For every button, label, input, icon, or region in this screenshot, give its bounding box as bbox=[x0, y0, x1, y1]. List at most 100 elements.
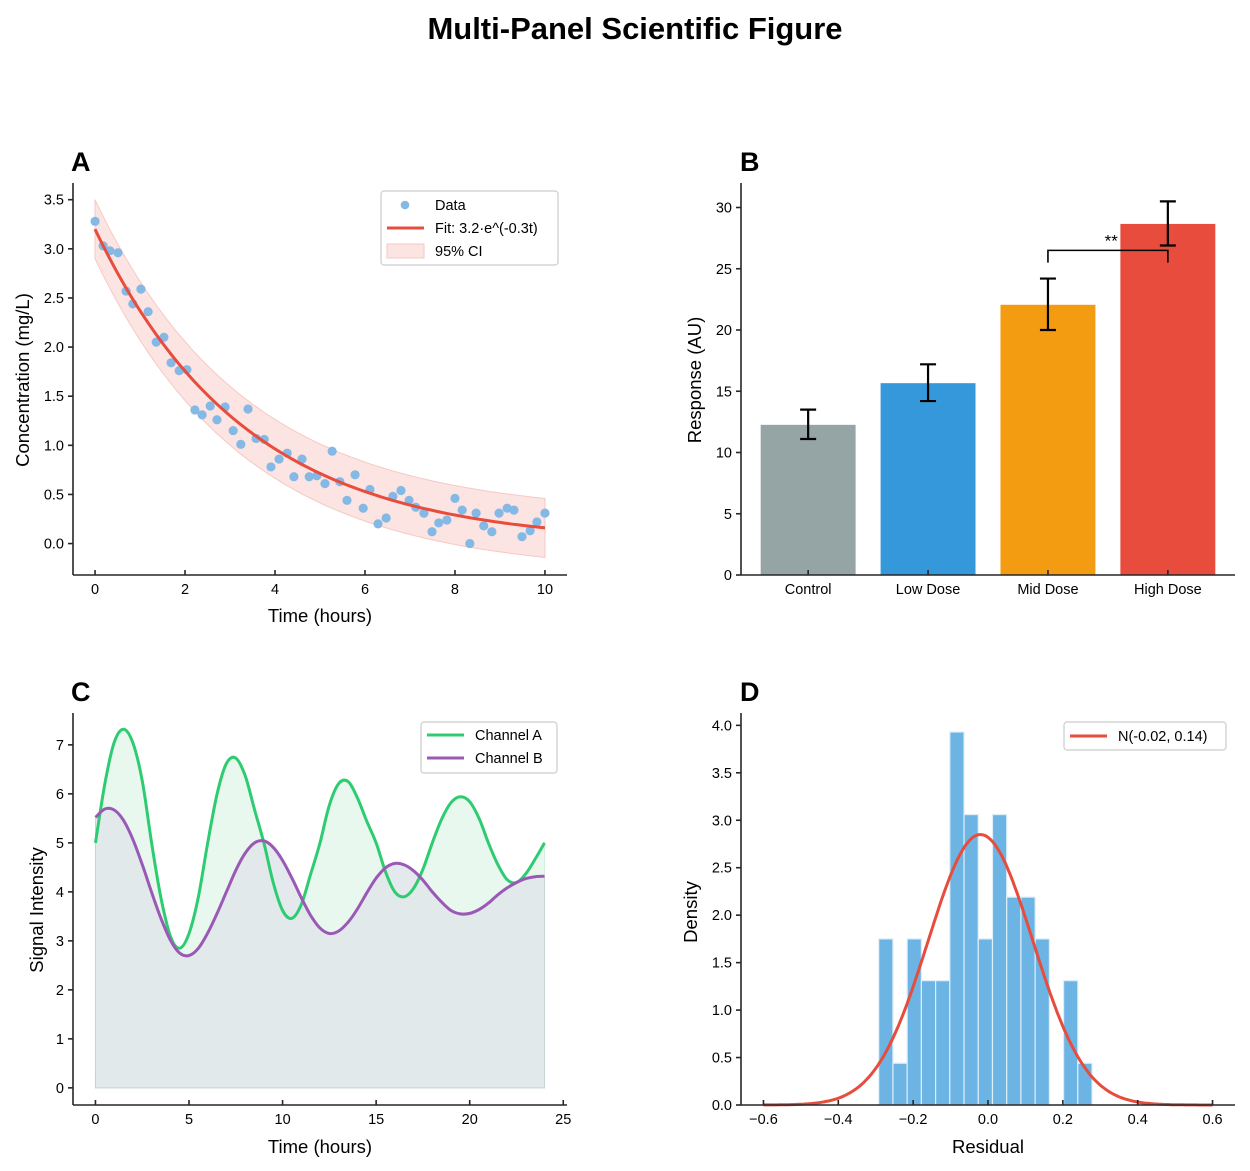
scatter-point bbox=[434, 518, 444, 528]
fit-curve bbox=[93, 228, 546, 530]
y-axis-label: Response (AU) bbox=[684, 317, 705, 443]
scatter-point bbox=[205, 401, 215, 411]
legend: Channel A Channel B bbox=[420, 721, 558, 774]
x-tick-label: 0.6 bbox=[1202, 1112, 1222, 1128]
scatter-point bbox=[228, 425, 238, 436]
panel-a-concentration-decay: A 0.0 0.5 1.0 1.5 2.0 2.5 3.0 3.5 0 2 4 6 8 10 Time (… bbox=[12, 147, 567, 626]
bar-high-dose bbox=[1119, 222, 1217, 576]
panel-label-c: C bbox=[71, 677, 91, 707]
y-tick-label: 6 bbox=[56, 787, 64, 803]
histogram-bar bbox=[920, 980, 937, 1106]
y-tick-label: 5 bbox=[724, 507, 732, 523]
panel-label-a: A bbox=[71, 147, 91, 177]
scatter-point bbox=[465, 538, 475, 549]
legend-label-ci: 95% CI bbox=[435, 244, 483, 260]
scatter-point bbox=[90, 216, 100, 226]
x-tick-label: 6 bbox=[361, 582, 369, 598]
legend: N(-0.02, 0.14) bbox=[1063, 721, 1227, 751]
bar-control bbox=[759, 423, 857, 576]
x-tick-label: 15 bbox=[368, 1112, 384, 1128]
scatter-point bbox=[427, 527, 437, 537]
y-tick-label: 0.0 bbox=[44, 537, 64, 553]
x-axis-label: Residual bbox=[952, 1136, 1024, 1157]
x-tick-label: 25 bbox=[555, 1112, 571, 1128]
legend-frame bbox=[380, 190, 559, 266]
histogram-bar bbox=[949, 731, 965, 1106]
x-tick-label: 0.2 bbox=[1053, 1112, 1073, 1128]
x-tick-label: Low Dose bbox=[896, 582, 960, 598]
legend-label-normal-fit: N(-0.02, 0.14) bbox=[1118, 729, 1207, 745]
y-axis-label: Concentration (mg/L) bbox=[12, 293, 33, 467]
scatter-point bbox=[342, 495, 352, 505]
y-tick-label: 1.0 bbox=[712, 1003, 732, 1019]
scatter-point bbox=[381, 513, 391, 523]
y-axis-label: Density bbox=[680, 880, 701, 942]
scatter-point bbox=[525, 526, 535, 536]
scatter-point bbox=[236, 439, 246, 449]
error-bars bbox=[800, 200, 1176, 441]
y-tick-label: 2.5 bbox=[712, 861, 732, 877]
scatter-point bbox=[487, 527, 497, 537]
y-tick-label: 30 bbox=[716, 201, 732, 217]
y-tick-label: 0.0 bbox=[712, 1098, 732, 1114]
scatter-point bbox=[442, 515, 452, 525]
scatter-point bbox=[457, 505, 467, 515]
histogram-bar bbox=[1034, 938, 1050, 1106]
significance-annotation: ** bbox=[1047, 231, 1169, 263]
scatter-point bbox=[304, 472, 314, 482]
scatter-point bbox=[327, 446, 337, 456]
histogram-bar bbox=[878, 938, 894, 1106]
y-axis-label: Signal Intensity bbox=[26, 847, 47, 973]
legend: Data Fit: 3.2·e^(-0.3t) 95% CI bbox=[380, 190, 559, 266]
axes: 0 1 2 3 4 5 6 7 0 5 10 15 20 25 bbox=[56, 713, 571, 1128]
y-tick-label: 20 bbox=[716, 323, 732, 339]
y-tick-label: 10 bbox=[716, 446, 732, 462]
y-tick-label: 0.5 bbox=[712, 1051, 732, 1067]
x-tick-label: 0 bbox=[91, 582, 99, 598]
histogram-bar bbox=[1006, 896, 1022, 1106]
scatter-point bbox=[197, 410, 207, 420]
scatter-point bbox=[212, 415, 222, 425]
scatter-point bbox=[419, 508, 429, 518]
x-tick-label: High Dose bbox=[1134, 582, 1202, 598]
scatter-point bbox=[243, 404, 253, 414]
scatter-point bbox=[396, 485, 406, 496]
y-tick-label: 15 bbox=[716, 384, 732, 400]
x-tick-label: 10 bbox=[275, 1112, 291, 1128]
scatter-point bbox=[517, 532, 527, 542]
y-tick-label: 3 bbox=[56, 934, 64, 950]
legend-label-data: Data bbox=[435, 198, 467, 214]
y-tick-label: 25 bbox=[716, 262, 732, 278]
axes: 0.0 0.5 1.0 1.5 2.0 2.5 3.0 3.5 0 2 4 6 8 10 bbox=[44, 183, 567, 598]
y-tick-label: 0.5 bbox=[44, 487, 64, 503]
figure-title: Multi-Panel Scientific Figure bbox=[427, 11, 842, 46]
x-tick-label: 4 bbox=[271, 582, 279, 598]
legend-marker-ci bbox=[386, 243, 425, 259]
y-tick-label: 3.5 bbox=[712, 766, 732, 782]
bar-mid-dose bbox=[999, 303, 1097, 576]
scatter-point bbox=[404, 495, 414, 505]
histogram-bar bbox=[963, 813, 979, 1106]
x-tick-label: 0.4 bbox=[1128, 1112, 1148, 1128]
scatter-point bbox=[350, 470, 360, 480]
y-tick-label: 2 bbox=[56, 983, 64, 999]
scatter-point bbox=[136, 284, 146, 294]
y-tick-label: 7 bbox=[56, 738, 64, 754]
scatter-point bbox=[297, 454, 307, 464]
x-tick-label: 2 bbox=[181, 582, 189, 598]
histogram-bar bbox=[892, 1062, 908, 1106]
y-tick-label: 0 bbox=[724, 568, 732, 584]
scatter-point bbox=[494, 508, 504, 518]
x-tick-label: −0.2 bbox=[899, 1112, 928, 1128]
scatter-point bbox=[143, 307, 153, 317]
y-tick-label: 5 bbox=[56, 836, 64, 852]
x-axis-label: Time (hours) bbox=[268, 605, 372, 626]
scatter-point bbox=[450, 493, 460, 503]
series-lines bbox=[94, 727, 546, 958]
y-tick-label: 4 bbox=[56, 885, 64, 901]
y-tick-label: 1.0 bbox=[44, 438, 64, 454]
scatter-point bbox=[373, 519, 383, 529]
scatter-point bbox=[289, 472, 299, 482]
y-tick-label: 0 bbox=[56, 1081, 64, 1097]
